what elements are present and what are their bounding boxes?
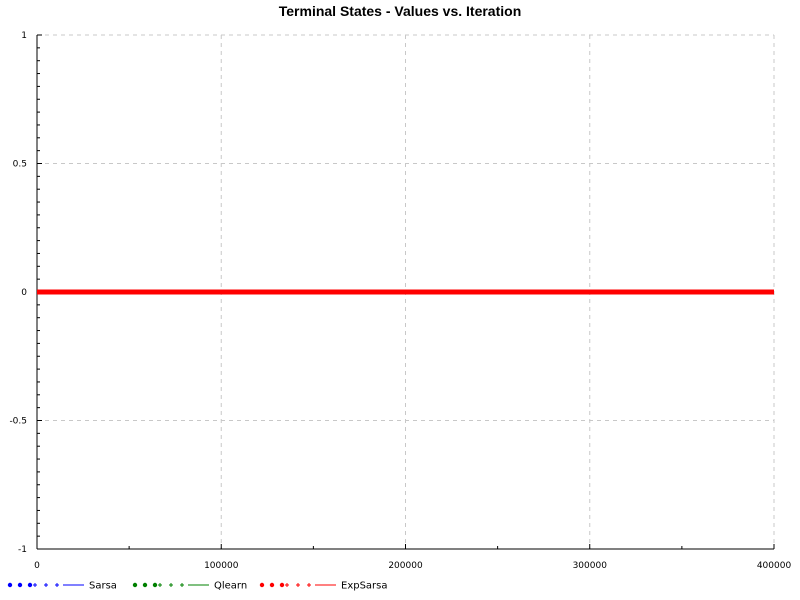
legend-dot-marker xyxy=(152,582,158,588)
legend-dot-marker xyxy=(132,582,138,588)
chart-title: Terminal States - Values vs. Iteration xyxy=(278,3,522,19)
x-tick-label: 0 xyxy=(34,561,40,571)
legend: Sarsa Qlearn ExpSarsa xyxy=(7,581,388,592)
legend-dot-marker xyxy=(269,582,275,588)
x-tick-label: 100000 xyxy=(204,561,239,571)
x-tick-label: 200000 xyxy=(388,561,423,571)
y-tick-label: 1 xyxy=(21,31,27,41)
legend-dot-marker xyxy=(142,582,148,588)
y-tick-label: -1 xyxy=(18,545,27,555)
y-tick-label: 0 xyxy=(21,288,27,298)
legend-dot-marker xyxy=(7,582,13,588)
legend-dot-marker xyxy=(259,582,265,588)
legend-item-expsarsa: ExpSarsa xyxy=(259,581,388,592)
legend-item-sarsa: Sarsa xyxy=(7,581,117,592)
legend-item-qlearn: Qlearn xyxy=(132,581,247,592)
legend-dot-marker xyxy=(17,582,23,588)
legend-label: ExpSarsa xyxy=(341,581,388,592)
legend-dot-marker xyxy=(279,582,285,588)
legend-label: Qlearn xyxy=(214,581,247,592)
x-tick-label: 300000 xyxy=(573,561,608,571)
y-tick-label: 0.5 xyxy=(13,160,27,170)
legend-label: Sarsa xyxy=(89,581,117,592)
x-tick-label: 400000 xyxy=(757,561,792,571)
axes: -1 -0.5 0 0.5 1 0 100000 200000 300000 400000 xyxy=(9,31,791,571)
legend-dot-marker xyxy=(27,582,33,588)
y-tick-label: -0.5 xyxy=(9,417,27,427)
